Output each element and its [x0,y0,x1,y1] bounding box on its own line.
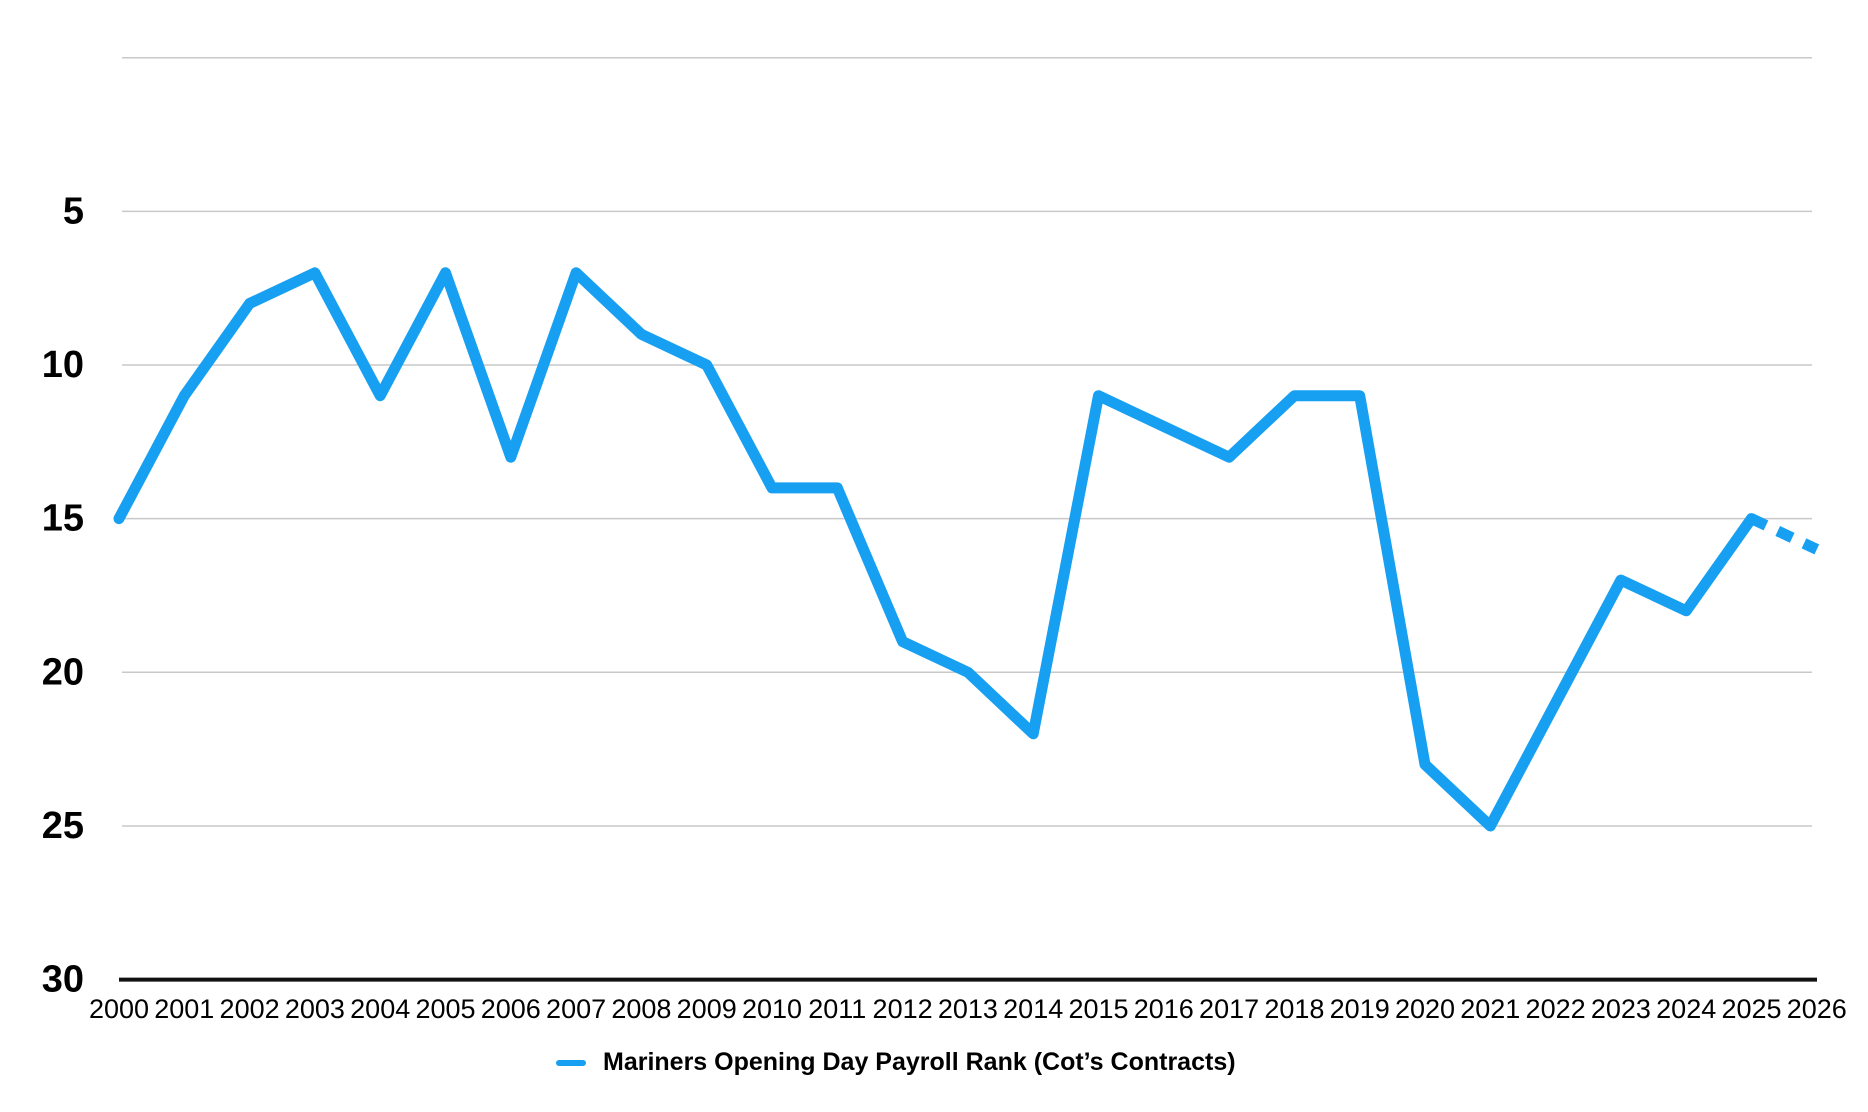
payroll-rank-line [113,267,1757,832]
x-axis-tick-label: 2024 [1656,994,1716,1024]
legend-line-marker [556,1059,586,1066]
x-axis-tick-label: 2001 [154,994,214,1024]
x-axis-tick-label: 2026 [1787,994,1847,1024]
y-axis-tick-label: 5 [63,190,84,232]
y-axis-tick-label: 10 [42,344,84,386]
y-axis-tick-labels: 5 10 15 20 25 30 [42,190,84,1000]
x-axis-tick-label: 2015 [1068,994,1128,1024]
x-axis-tick-label: 2011 [808,994,866,1024]
series-lines [113,267,1820,832]
x-axis-tick-label: 2000 [89,994,149,1024]
x-axis-tick-label: 2004 [350,994,410,1024]
x-axis-tick-label: 2020 [1395,994,1455,1024]
x-axis-tick-label: 2008 [611,994,671,1024]
x-axis-tick-label: 2010 [742,994,802,1024]
x-axis-tick-label: 2022 [1526,994,1586,1024]
x-axis-tick-label: 2006 [481,994,541,1024]
y-axis-tick-label: 25 [42,805,84,847]
x-axis-tick-label: 2002 [220,994,280,1024]
payroll-rank-line-projected [1749,513,1820,555]
x-axis-tick-label: 2019 [1330,994,1390,1024]
x-axis-tick-label: 2013 [938,994,998,1024]
x-axis-tick-label: 2007 [546,994,606,1024]
x-axis-tick-label: 2014 [1003,994,1063,1024]
y-axis-tick-label: 30 [42,959,84,1001]
x-axis-tick-label: 2023 [1591,994,1651,1024]
x-axis-tick-labels: 2000 2001 2002 2003 2004 2005 2006 2007 2008 2009… [89,994,1847,1024]
x-axis-tick-label: 2021 [1460,994,1520,1024]
x-axis-tick-label: 2017 [1199,994,1259,1024]
x-axis-tick-label: 2005 [415,994,475,1024]
legend-label: Mariners Opening Day Payroll Rank (Cot’s… [603,1048,1236,1076]
x-axis-tick-label: 2016 [1134,994,1194,1024]
x-axis-tick-label: 2018 [1264,994,1324,1024]
x-axis-tick-label: 2025 [1721,994,1781,1024]
x-axis-tick-label: 2003 [285,994,345,1024]
x-axis-tick-label: 2009 [677,994,737,1024]
x-axis-tick-label: 2012 [873,994,933,1024]
legend: Mariners Opening Day Payroll Rank (Cot’s… [556,1050,1236,1075]
y-axis-tick-label: 20 [42,651,84,693]
y-axis-tick-label: 15 [42,498,84,540]
gridlines [122,56,1812,827]
